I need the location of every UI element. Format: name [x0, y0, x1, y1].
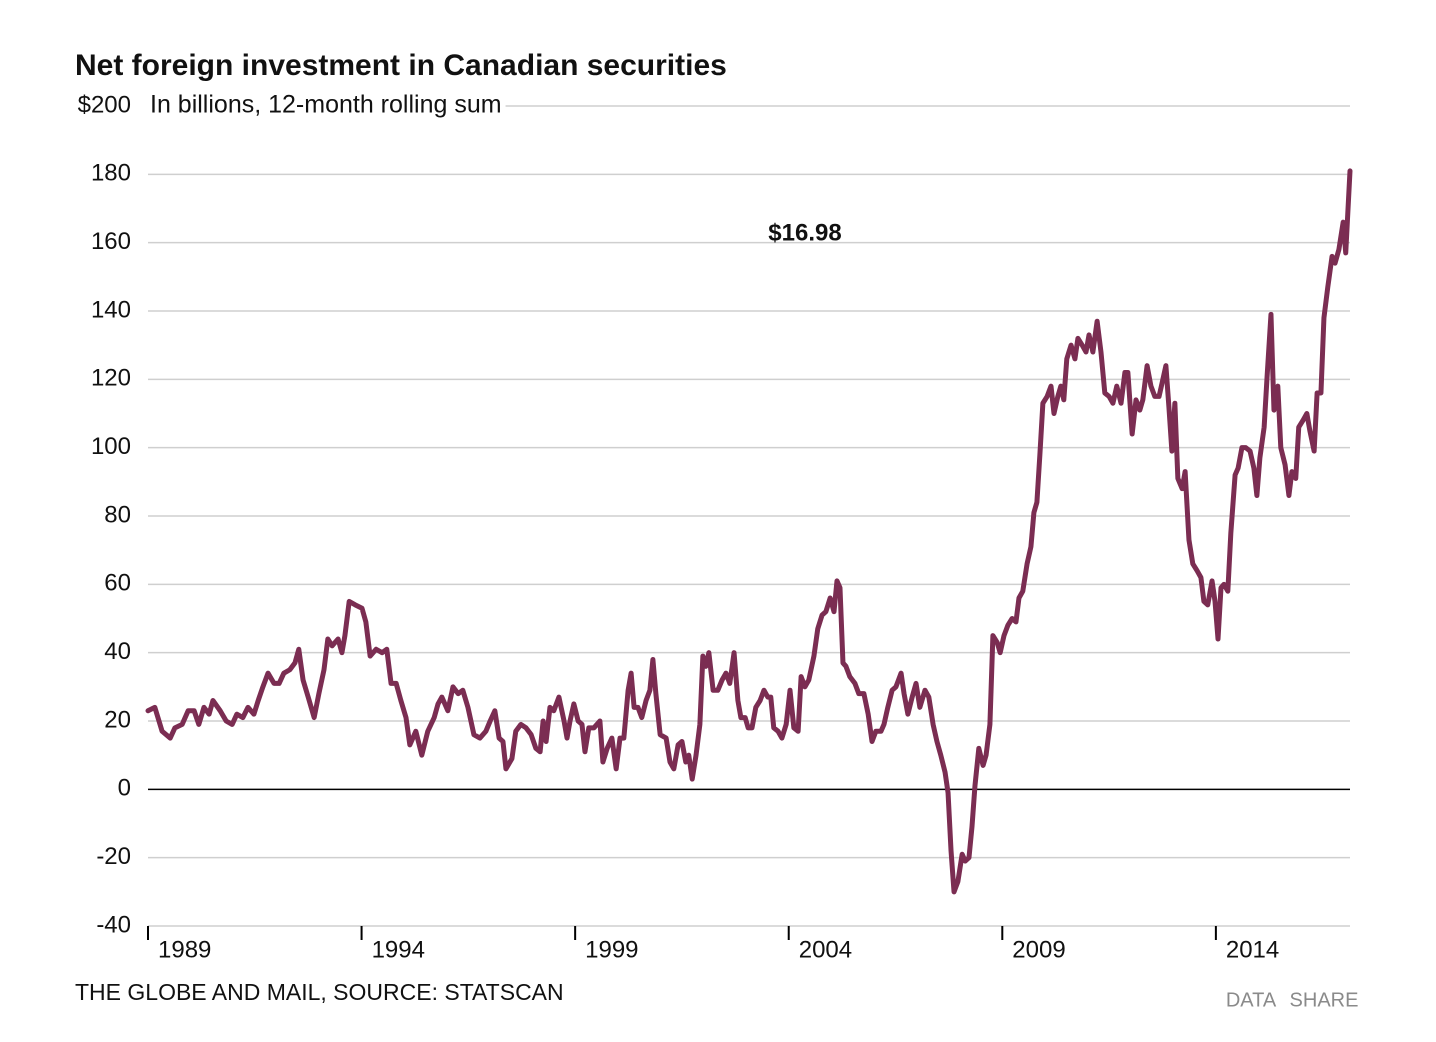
source: THE GLOBE AND MAIL, SOURCE: STATSCAN [75, 979, 564, 1005]
plot [145, 168, 1353, 895]
x-tick-label: 1989 [158, 936, 211, 963]
grid [148, 105, 1350, 927]
x-tick-label: 1994 [372, 936, 425, 963]
chart-title: Net foreign investment in Canadian secur… [75, 49, 727, 82]
x-tick-label: 1999 [585, 936, 638, 963]
subtitle: In billions, 12-month rolling sum [150, 91, 502, 119]
y-tick-label: 20 [104, 706, 131, 733]
y-tick-label: -40 [96, 911, 131, 938]
axes: -40 -20 0 20 40 60 80 100 120 140 160 180 $200 1989 19… [78, 91, 1280, 963]
y-tick-label: 80 [104, 501, 131, 528]
y-tick-label: $200 [78, 91, 131, 118]
y-tick-label: 0 [118, 775, 131, 802]
y-tick-label: 120 [91, 365, 131, 392]
y-tick-label: 180 [91, 160, 131, 187]
x-tick-label: 2009 [1012, 936, 1065, 963]
data-line [145, 168, 1353, 895]
y-tick-label: 40 [104, 638, 131, 665]
data-button[interactable]: DATA [1226, 989, 1277, 1011]
y-tick-label: 160 [91, 228, 131, 255]
x-tick-label: 2004 [799, 936, 852, 963]
share-button[interactable]: SHARE [1290, 989, 1359, 1011]
y-tick-label: -20 [96, 843, 131, 870]
x-tick-label: 2014 [1226, 936, 1279, 963]
y-tick-label: 140 [91, 296, 131, 323]
y-tick-label: 100 [91, 433, 131, 460]
annotation: $16.98 [768, 219, 841, 246]
subtitle-background [146, 90, 506, 119]
y-tick-label: 60 [104, 570, 131, 597]
